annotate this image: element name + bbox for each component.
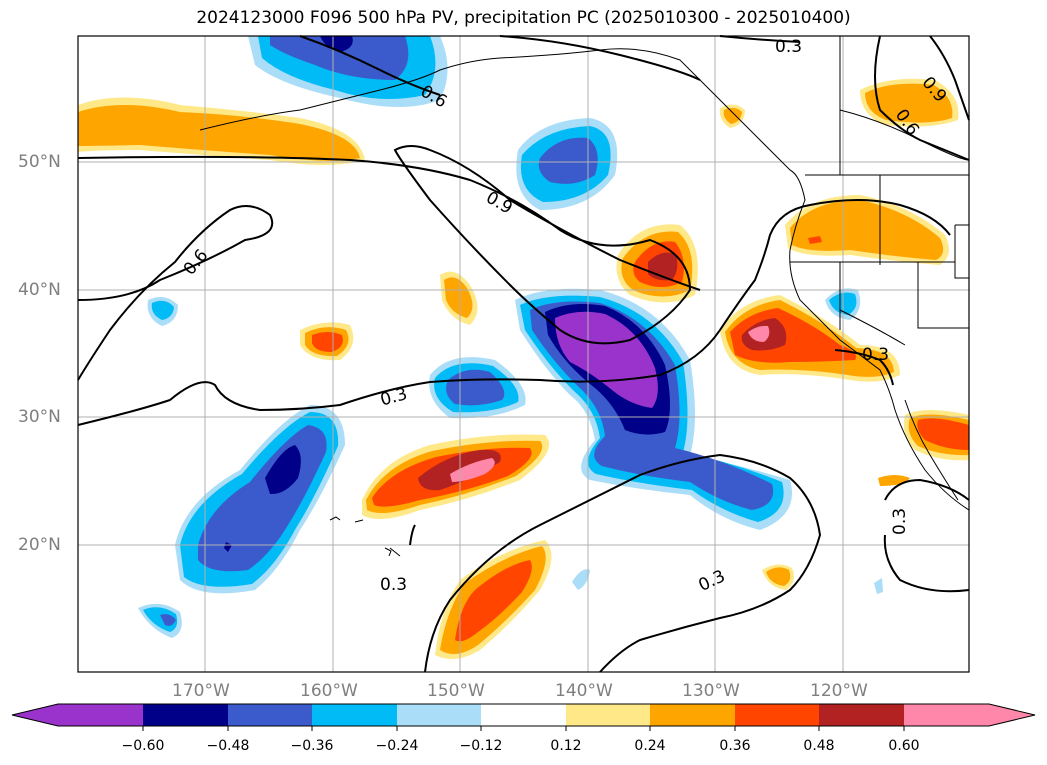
lat-label: 30°N [18,407,61,427]
colorbar-tick-label: 0.12 [550,738,582,754]
colorbar-tick-label: −0.36 [290,738,334,754]
lon-label: 130°W [682,681,740,701]
graticule [78,36,969,672]
map-frame [77,35,970,673]
lat-label: 50°N [18,152,61,172]
colorbar-tick-label: 0.24 [634,738,666,754]
contour-label: 0.3 [380,575,407,595]
contour-label: 0.3 [862,345,889,365]
contour-label: 0.3 [890,508,910,535]
lon-label: 150°W [427,681,485,701]
lon-label: 170°W [172,681,230,701]
pv-contours [77,35,970,673]
colorbar-tick-label: 0.48 [803,738,835,754]
colorbar-tick-label: −0.24 [375,738,419,754]
colorbar-tick-label: 0.60 [888,738,920,754]
colorbar-extend-high [989,704,1035,726]
colorbar [11,703,1036,731]
lat-label: 40°N [18,280,61,300]
shading-layer [78,36,969,659]
chart-title: 2024123000 F096 500 hPa PV, precipitatio… [196,8,851,28]
lon-label: 160°W [300,681,358,701]
coastlines [199,36,970,557]
lon-label: 120°W [810,681,868,701]
map-panel: 0.6 0.9 0.3 0.6 0.3 0.3 0.3 0.3 0.9 0.6 … [77,35,970,673]
colorbar-tick-label: −0.12 [459,738,503,754]
colorbar-extend-low [12,704,58,726]
contour-label: 0.3 [775,37,802,57]
lat-label: 20°N [18,535,61,555]
lon-label: 140°W [555,681,613,701]
colorbar-tick-label: −0.60 [121,738,165,754]
colorbar-tick-label: −0.48 [206,738,250,754]
colorbar-tick-label: 0.36 [719,738,751,754]
